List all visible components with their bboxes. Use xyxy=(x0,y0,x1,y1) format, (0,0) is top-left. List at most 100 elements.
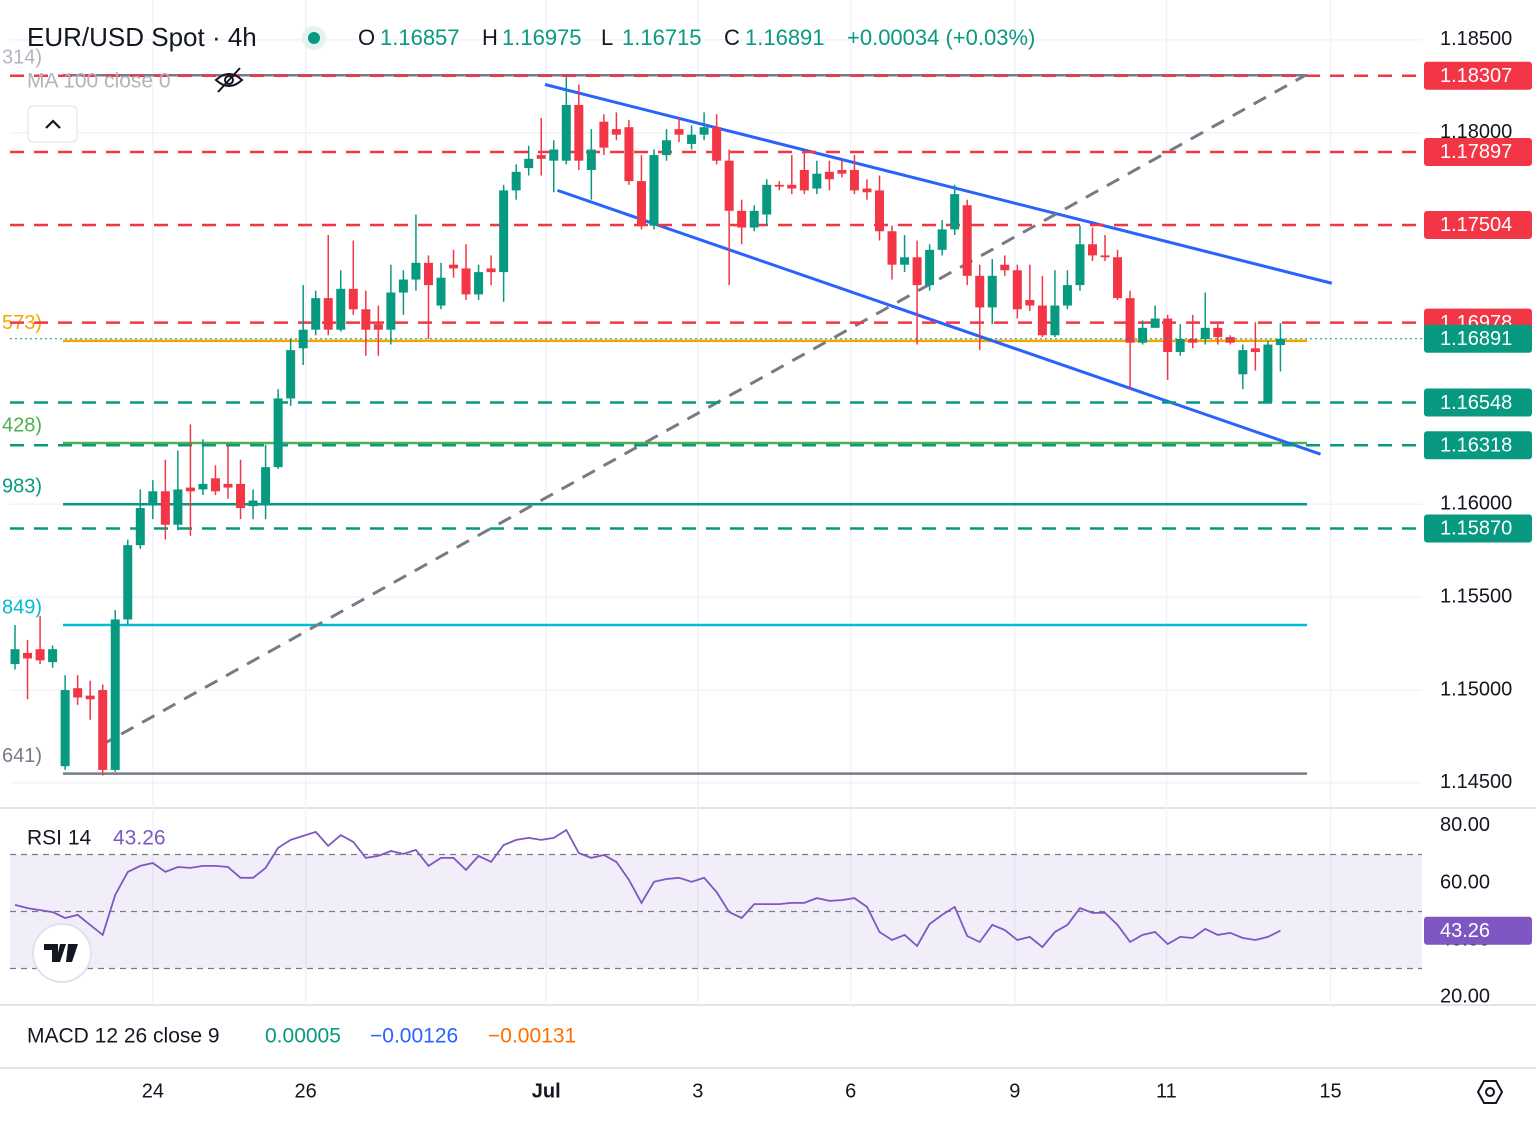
ohlc-letter: O xyxy=(358,25,375,50)
candle-body xyxy=(1050,305,1060,336)
candle-body xyxy=(223,483,233,488)
candle-body xyxy=(549,149,559,161)
candle-body xyxy=(1225,337,1235,343)
ohlc-value: 1.16891 xyxy=(745,25,825,50)
level-label: 1.16548 xyxy=(1440,392,1512,414)
candle-body xyxy=(236,483,246,509)
candle-body xyxy=(636,181,646,226)
candle-body xyxy=(361,309,371,330)
candle-body xyxy=(774,184,784,187)
ohlc-value: 1.16857 xyxy=(380,25,460,50)
candle-body xyxy=(1213,327,1223,338)
candle-body xyxy=(261,467,271,505)
change: +0.00034 (+0.03%) xyxy=(847,25,1035,50)
candle-body xyxy=(1250,348,1260,352)
candle-body xyxy=(411,262,421,280)
chevron xyxy=(45,119,61,129)
status-dot xyxy=(308,32,320,44)
candle-body xyxy=(511,171,521,191)
y-tick-label: 1.15000 xyxy=(1440,678,1512,700)
candle-body xyxy=(35,649,45,661)
candle-body xyxy=(48,649,58,663)
candle-body xyxy=(950,194,960,230)
ohlc-letter: C xyxy=(724,25,740,50)
ohlc-value: 1.16975 xyxy=(502,25,582,50)
candle-body xyxy=(1000,264,1010,271)
candle-body xyxy=(937,229,947,250)
level-badge xyxy=(1424,210,1532,239)
logo[interactable] xyxy=(32,923,92,983)
candle-body xyxy=(649,155,659,226)
ohlc-letter: H xyxy=(482,25,498,50)
hide-icon[interactable] xyxy=(214,67,244,93)
collapse-button[interactable] xyxy=(27,105,78,143)
candle-body xyxy=(461,268,471,295)
candle-body xyxy=(436,277,446,306)
candle-body xyxy=(499,190,509,273)
overlay: 1.183071.178971.175041.169781.165481.163… xyxy=(1424,61,1532,945)
candle-body xyxy=(123,545,133,620)
candle-body xyxy=(1075,244,1085,286)
candle-body xyxy=(1150,318,1160,328)
line-label: 314) xyxy=(2,47,42,69)
macd-readout: 0.00005 xyxy=(265,1025,341,1048)
grid xyxy=(0,0,1536,1069)
ohlc-value: 1.16715 xyxy=(622,25,702,50)
candle-body xyxy=(687,134,697,144)
candle-body xyxy=(1200,327,1210,339)
candle-body xyxy=(662,140,672,156)
candle-body xyxy=(423,262,433,286)
candle-body xyxy=(1062,285,1072,306)
y-tick-label: 1.15500 xyxy=(1440,585,1512,607)
slash xyxy=(217,67,241,93)
settings-dot xyxy=(1485,1087,1495,1097)
candle-body xyxy=(524,158,534,169)
rsi-value: 43.26 xyxy=(113,827,166,850)
level-badge xyxy=(1424,514,1532,543)
candle-body xyxy=(900,257,910,265)
line-label: 849) xyxy=(2,596,42,618)
x-tick-label: 3 xyxy=(692,1080,703,1102)
rsi-badge-label: 43.26 xyxy=(1440,920,1490,942)
candle-body xyxy=(185,487,195,492)
trendline xyxy=(557,188,1322,456)
candle-body xyxy=(298,329,308,349)
candle-body xyxy=(599,121,609,148)
candle-body xyxy=(135,508,145,546)
rsi-line xyxy=(14,828,1281,949)
level-badge xyxy=(1424,388,1532,417)
candle-body xyxy=(712,127,722,161)
candle-body xyxy=(1100,255,1110,258)
candle-body xyxy=(862,188,872,193)
settings-hex xyxy=(1476,1080,1504,1104)
level-label: 1.17897 xyxy=(1440,141,1512,163)
candle-body xyxy=(198,483,208,490)
candle-body xyxy=(323,298,333,330)
candle-body xyxy=(373,324,383,330)
candle-body xyxy=(975,275,985,308)
candle-body xyxy=(449,264,459,269)
candle-body xyxy=(875,190,885,232)
level-label: 1.16318 xyxy=(1440,435,1512,457)
rsi-title: RSI 14 xyxy=(27,827,92,850)
plot: 314)573)428)983)849)641) xyxy=(2,47,1422,949)
candle-body xyxy=(624,127,634,182)
candle-body xyxy=(912,257,922,286)
indicator-label: MA 100 close 0 xyxy=(27,70,171,93)
x-tick-label: 9 xyxy=(1009,1080,1020,1102)
candle-body xyxy=(286,350,296,399)
candle-body xyxy=(210,478,220,492)
candle-body xyxy=(699,127,709,135)
candle-body xyxy=(1188,338,1198,343)
candle-body xyxy=(474,272,484,295)
candle-body xyxy=(398,279,408,293)
macd-readout: −0.00126 xyxy=(370,1025,458,1048)
symbol-title: EUR/USD Spot · 4h xyxy=(27,22,257,52)
candle-body xyxy=(1138,327,1148,343)
settings-icon[interactable] xyxy=(1476,1080,1504,1104)
candle-body xyxy=(574,104,584,161)
x-tick-label: Jul xyxy=(532,1080,561,1102)
candle-body xyxy=(1163,318,1173,352)
candle-body xyxy=(561,104,571,161)
